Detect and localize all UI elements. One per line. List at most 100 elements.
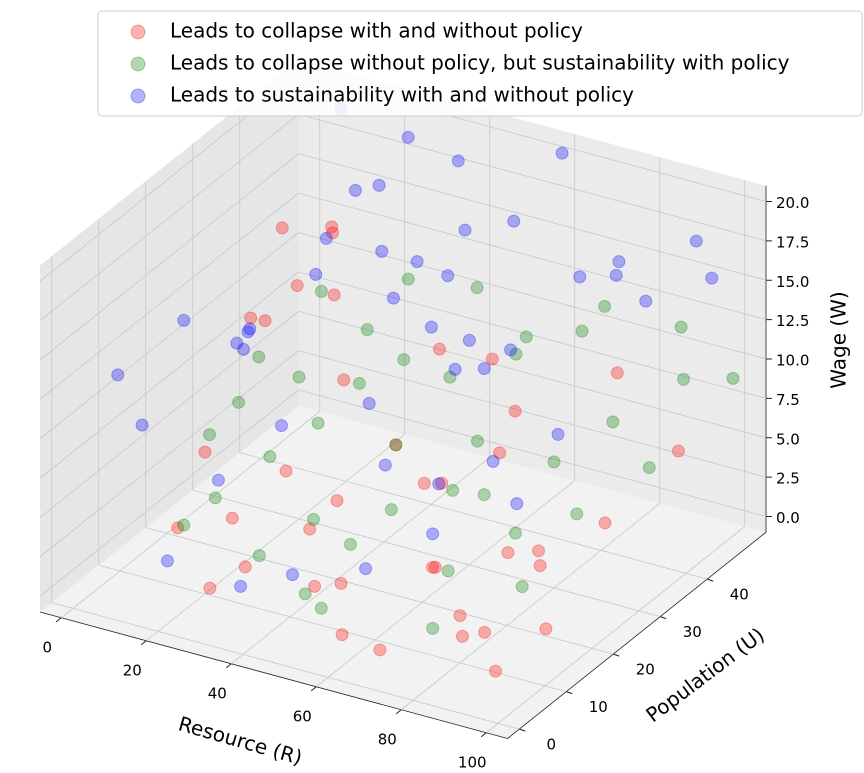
point	[198, 445, 212, 459]
point	[598, 516, 612, 530]
grid-line	[39, 310, 299, 518]
legend-label: Leads to collapse with and without polic…	[170, 19, 583, 43]
point	[177, 518, 191, 532]
point	[359, 562, 373, 576]
point	[401, 130, 415, 144]
point	[555, 146, 569, 160]
panes	[40, 59, 766, 739]
point	[308, 579, 322, 593]
point	[203, 428, 216, 442]
point	[397, 353, 411, 367]
legend-marker	[130, 24, 146, 40]
legend-marker	[130, 88, 146, 104]
point	[426, 560, 439, 574]
z-tick-label: 5.0	[776, 430, 800, 448]
point	[509, 347, 523, 361]
grid-line	[298, 232, 767, 360]
point	[609, 268, 623, 282]
point	[389, 438, 403, 452]
z-tick-label: 12.5	[776, 312, 809, 330]
point	[426, 527, 440, 541]
point	[327, 288, 341, 302]
x-tick	[395, 709, 402, 715]
x-tick-label: 60	[293, 707, 312, 725]
point	[307, 512, 320, 526]
point	[171, 521, 185, 535]
grid-line	[486, 526, 745, 734]
x-tick-label: 40	[208, 684, 227, 702]
legend-label: Leads to sustainability with and without…	[170, 83, 634, 107]
grid-line	[239, 452, 708, 580]
point	[532, 544, 546, 558]
grid-line	[192, 489, 661, 618]
z-tick-label: 10.0	[776, 352, 809, 370]
point	[208, 491, 222, 505]
grid-line	[298, 389, 767, 517]
point	[177, 313, 191, 327]
grid-line	[298, 192, 767, 321]
point	[612, 255, 626, 269]
point	[455, 629, 469, 643]
y-tick-label: 0	[546, 736, 556, 754]
point	[203, 581, 217, 595]
point	[410, 255, 424, 269]
point	[533, 559, 547, 573]
x-tick	[140, 640, 147, 646]
point	[252, 350, 266, 364]
point	[432, 477, 446, 491]
point	[551, 427, 565, 441]
point	[290, 279, 304, 293]
point	[508, 404, 522, 418]
point	[510, 497, 524, 511]
y-tick	[613, 653, 620, 657]
point	[477, 362, 491, 376]
point	[314, 601, 328, 615]
z-tick-label: 0.0	[776, 509, 800, 527]
point	[303, 522, 317, 536]
point	[435, 476, 449, 490]
grid-line	[39, 389, 299, 597]
point	[348, 183, 362, 197]
x-tick-label: 100	[458, 753, 487, 771]
point	[243, 322, 257, 336]
grid-line	[39, 350, 299, 558]
point	[211, 473, 225, 487]
axis-line	[507, 531, 767, 739]
z-axis-label: Wage (W)	[827, 291, 851, 389]
point	[462, 333, 476, 347]
y-tick-label: 30	[683, 623, 702, 641]
y-tick	[519, 728, 526, 732]
point	[225, 511, 239, 525]
point	[448, 362, 462, 376]
point	[726, 371, 740, 385]
point	[470, 281, 484, 295]
x-axis-label: Resource (R)	[176, 711, 305, 769]
grid-line	[298, 310, 767, 439]
point	[428, 560, 442, 574]
point	[433, 342, 446, 356]
grid-line	[39, 232, 299, 440]
point	[334, 576, 348, 590]
y-tick	[566, 691, 573, 695]
point	[389, 438, 403, 452]
point	[275, 221, 289, 235]
point	[441, 269, 455, 283]
point	[426, 621, 440, 635]
point	[478, 625, 492, 639]
point	[237, 342, 250, 356]
y-tick-label: 10	[589, 698, 608, 716]
point	[486, 454, 500, 468]
point	[515, 580, 529, 594]
point	[471, 434, 484, 448]
point	[298, 587, 312, 601]
legend-box	[97, 10, 863, 117]
point	[509, 526, 522, 540]
point	[314, 284, 328, 298]
point	[575, 324, 589, 338]
point	[258, 314, 272, 328]
point	[230, 336, 244, 350]
point	[335, 628, 349, 642]
point	[352, 376, 366, 390]
z-tick-label: 17.5	[776, 233, 809, 251]
